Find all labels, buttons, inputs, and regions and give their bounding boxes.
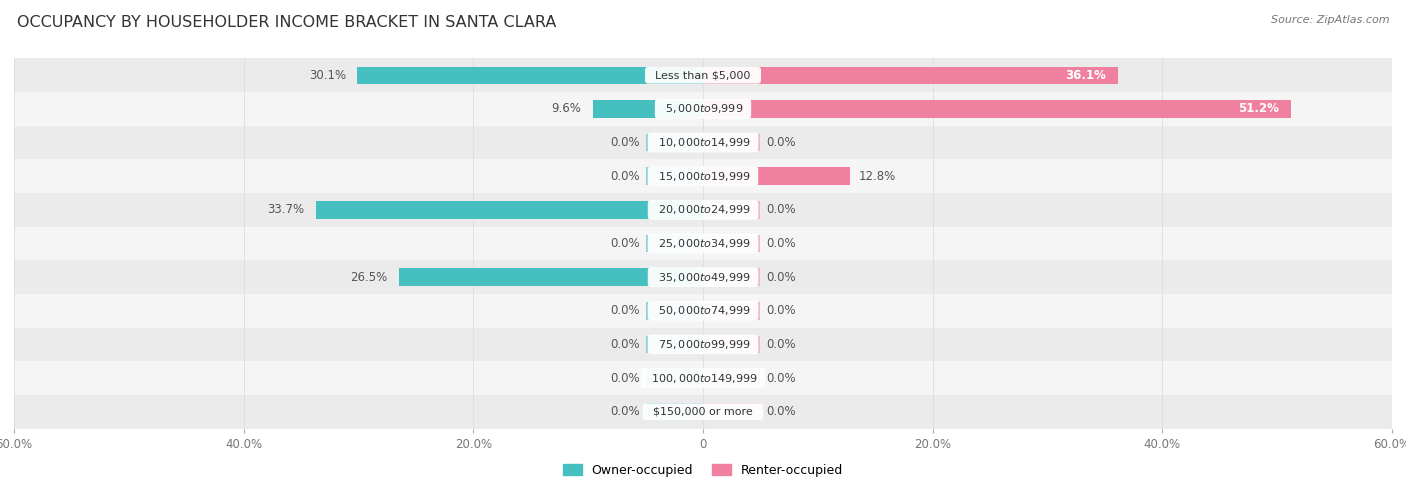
Bar [645, 168, 703, 185]
Bar [703, 268, 761, 286]
Bar [703, 168, 851, 185]
Text: $10,000 to $14,999: $10,000 to $14,999 [651, 136, 755, 149]
Text: $100,000 to $149,999: $100,000 to $149,999 [644, 372, 762, 385]
Bar [399, 268, 703, 286]
Bar [14, 395, 1392, 429]
Text: 0.0%: 0.0% [766, 237, 796, 250]
Text: 0.0%: 0.0% [766, 304, 796, 318]
Bar [316, 201, 703, 219]
Text: 0.0%: 0.0% [610, 237, 640, 250]
Bar [703, 67, 1118, 84]
Text: 30.1%: 30.1% [309, 69, 346, 82]
Bar [14, 361, 1392, 395]
Bar [14, 328, 1392, 361]
Bar [703, 302, 761, 319]
Bar [645, 403, 703, 420]
Text: $150,000 or more: $150,000 or more [647, 407, 759, 417]
Text: 0.0%: 0.0% [610, 136, 640, 149]
Text: 12.8%: 12.8% [859, 169, 897, 183]
Bar [357, 67, 703, 84]
Text: 0.0%: 0.0% [766, 338, 796, 351]
Bar [593, 100, 703, 118]
Text: $5,000 to $9,999: $5,000 to $9,999 [658, 102, 748, 115]
Bar [14, 126, 1392, 159]
Text: 0.0%: 0.0% [610, 304, 640, 318]
Bar [703, 369, 761, 387]
Bar [14, 193, 1392, 226]
Bar [645, 369, 703, 387]
Bar [645, 302, 703, 319]
Bar [14, 261, 1392, 294]
Text: 0.0%: 0.0% [610, 405, 640, 418]
Text: Less than $5,000: Less than $5,000 [648, 70, 758, 80]
Text: 0.0%: 0.0% [766, 372, 796, 385]
Text: OCCUPANCY BY HOUSEHOLDER INCOME BRACKET IN SANTA CLARA: OCCUPANCY BY HOUSEHOLDER INCOME BRACKET … [17, 15, 557, 30]
Text: 36.1%: 36.1% [1066, 69, 1107, 82]
Text: Source: ZipAtlas.com: Source: ZipAtlas.com [1271, 15, 1389, 25]
Text: $35,000 to $49,999: $35,000 to $49,999 [651, 271, 755, 283]
Bar [14, 226, 1392, 261]
Text: 0.0%: 0.0% [610, 338, 640, 351]
Text: $50,000 to $74,999: $50,000 to $74,999 [651, 304, 755, 318]
Bar [703, 100, 1291, 118]
Bar [703, 336, 761, 353]
Text: 9.6%: 9.6% [551, 102, 581, 115]
Text: $20,000 to $24,999: $20,000 to $24,999 [651, 204, 755, 216]
Text: $15,000 to $19,999: $15,000 to $19,999 [651, 169, 755, 183]
Bar [14, 58, 1392, 92]
Bar [645, 336, 703, 353]
Bar [703, 201, 761, 219]
Text: 0.0%: 0.0% [610, 372, 640, 385]
Bar [703, 134, 761, 151]
Text: 0.0%: 0.0% [766, 271, 796, 283]
Text: 0.0%: 0.0% [766, 136, 796, 149]
Text: 33.7%: 33.7% [267, 204, 305, 216]
Bar [703, 235, 761, 252]
Text: 51.2%: 51.2% [1239, 102, 1279, 115]
Bar [14, 92, 1392, 126]
Legend: Owner-occupied, Renter-occupied: Owner-occupied, Renter-occupied [558, 459, 848, 482]
Bar [703, 403, 761, 420]
Text: 26.5%: 26.5% [350, 271, 387, 283]
Bar [14, 294, 1392, 328]
Text: $75,000 to $99,999: $75,000 to $99,999 [651, 338, 755, 351]
Text: $25,000 to $34,999: $25,000 to $34,999 [651, 237, 755, 250]
Bar [14, 159, 1392, 193]
Text: 0.0%: 0.0% [610, 169, 640, 183]
Bar [645, 134, 703, 151]
Text: 0.0%: 0.0% [766, 204, 796, 216]
Bar [645, 235, 703, 252]
Text: 0.0%: 0.0% [766, 405, 796, 418]
